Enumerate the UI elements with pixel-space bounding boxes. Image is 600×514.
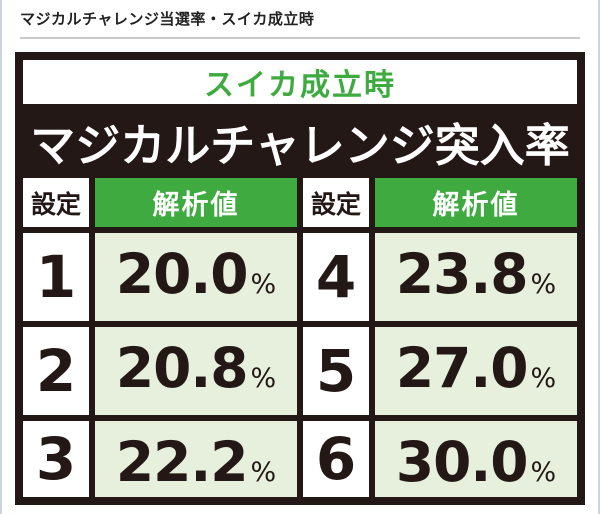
section-heading: マジカルチャレンジ当選率・スイカ成立時 xyxy=(20,10,315,28)
setting-number: 4 xyxy=(303,233,369,321)
col-header-value-left: 解析値 xyxy=(95,178,297,227)
setting-number: 2 xyxy=(23,327,89,415)
value-number: 20.8 xyxy=(115,336,249,400)
board-title: マジカルチャレンジ突入率 xyxy=(30,118,570,172)
value-cell: 23.8% xyxy=(375,233,577,321)
percent-unit: % xyxy=(530,269,557,300)
setting-number: 1 xyxy=(23,233,89,321)
setting-number: 3 xyxy=(23,421,89,497)
col-header-setting-right: 設定 xyxy=(303,178,369,227)
heading-divider xyxy=(20,37,580,39)
value-cell: 22.2% xyxy=(95,421,297,497)
settings-table: 設定 解析値 設定 解析値 1 20.0% 4 23.8% 2 20.8% 5 … xyxy=(23,178,577,497)
percent-unit: % xyxy=(250,457,277,488)
value-cell: 20.0% xyxy=(95,233,297,321)
value-number: 23.8 xyxy=(395,242,529,306)
value-number: 27.0 xyxy=(395,336,529,400)
setting-number: 5 xyxy=(303,327,369,415)
col-header-value-right: 解析値 xyxy=(375,178,577,227)
col-header-setting-left: 設定 xyxy=(23,178,89,227)
percent-unit: % xyxy=(530,363,557,394)
value-cell: 27.0% xyxy=(375,327,577,415)
value-number: 22.2 xyxy=(115,430,249,494)
value-number: 20.0 xyxy=(115,242,249,306)
value-number: 30.0 xyxy=(395,430,529,494)
setting-number: 6 xyxy=(303,421,369,497)
percent-unit: % xyxy=(530,457,557,488)
board-subtitle: スイカ成立時 xyxy=(23,60,577,104)
value-cell: 20.8% xyxy=(95,327,297,415)
percent-unit: % xyxy=(250,363,277,394)
value-cell: 30.0% xyxy=(375,421,577,497)
percent-unit: % xyxy=(250,269,277,300)
analysis-board: スイカ成立時 マジカルチャレンジ突入率 設定 解析値 設定 解析値 1 20.0… xyxy=(15,52,585,505)
